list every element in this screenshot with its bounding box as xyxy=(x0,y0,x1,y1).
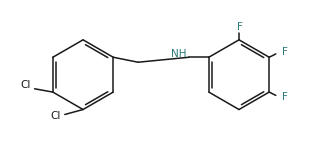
Text: Cl: Cl xyxy=(50,111,60,121)
Text: F: F xyxy=(282,92,288,102)
Text: F: F xyxy=(237,22,243,32)
Text: Cl: Cl xyxy=(20,80,30,90)
Text: F: F xyxy=(282,47,288,57)
Text: NH: NH xyxy=(171,49,186,59)
